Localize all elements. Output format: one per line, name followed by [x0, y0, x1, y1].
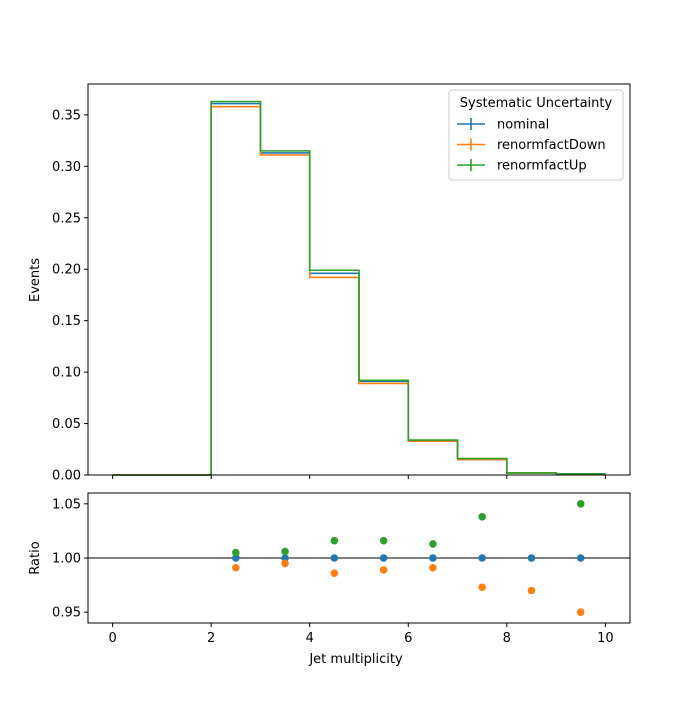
ratio-point-renormfactUp-3	[379, 536, 388, 545]
ratio-points-group	[232, 500, 585, 616]
ratio-y-ticks: 0.95 1.00 1.05	[52, 497, 88, 621]
main-y-tick-label-1: 0.05	[52, 417, 81, 432]
ratio-point-nominal-7	[576, 554, 585, 562]
legend-box	[448, 89, 624, 181]
ratio-point-nominal-3	[379, 554, 388, 562]
main-y-ticks: 0.00 0.05 0.10 0.15 0.20 0.25 0.30 0.35	[52, 108, 88, 484]
ratio-point-nominal-0	[232, 554, 240, 562]
ratio-point-renormfactDown-4	[429, 563, 437, 572]
main-series-group	[112, 100, 606, 476]
ratio-point-nominal-1	[281, 554, 289, 562]
main-x-ticks	[112, 475, 606, 479]
legend-label-nominal: nominal	[497, 118, 549, 133]
main-y-axis-label: Events	[28, 258, 43, 302]
main-y-tick-label-4: 0.20	[52, 263, 81, 278]
ratio-point-renormfactDown-7	[576, 608, 585, 616]
legend-label-renormfactUp: renormfactUp	[497, 159, 587, 174]
ratio-y-axis-label: Ratio	[28, 541, 43, 574]
main-y-tick-label-5: 0.25	[52, 211, 81, 226]
ratio-point-renormfactDown-2	[330, 569, 339, 577]
ratio-point-renormfactDown-0	[232, 563, 240, 572]
ratio-panel: 0.95 1.00 1.05 0 2 4 6 8 10 Ratio Jet multiplic…	[28, 492, 631, 667]
legend-label-renormfactDown: renormfactDown	[497, 138, 606, 153]
ratio-point-renormfactDown-5	[478, 583, 486, 592]
ratio-point-renormfactDown-6	[527, 586, 536, 595]
ratio-point-renormfactUp-1	[281, 547, 289, 556]
x-tick-label-0: 0	[108, 631, 116, 646]
legend-title: Systematic Uncertainty	[460, 96, 613, 111]
main-y-tick-label-6: 0.30	[52, 160, 81, 175]
ratio-y-tick-label-0: 0.95	[52, 606, 81, 621]
main-panel: 0.000.050.100.150.200.250.300.35 Events …	[28, 83, 631, 484]
x-tick-label-1: 2	[207, 631, 215, 646]
ratio-point-nominal-4	[429, 554, 437, 562]
ratio-y-tick-label-2: 1.05	[52, 497, 81, 512]
ratio-point-renormfactUp-0	[232, 548, 240, 557]
ratio-point-renormfactDown-3	[379, 566, 388, 574]
ratio-point-renormfactDown-1	[281, 559, 289, 568]
legend-entries: nominal renormfactDown renormfactUp	[457, 118, 606, 174]
main-y-tick-label-2: 0.10	[52, 366, 81, 381]
ratio-y-tick-label-1: 1.00	[52, 552, 81, 567]
ratio-x-ticks: 0 2 4 6 8 10	[108, 623, 614, 646]
ratio-point-nominal-2	[330, 554, 339, 562]
x-axis-label: Jet multiplicity	[308, 652, 403, 667]
x-tick-label-4: 8	[503, 631, 511, 646]
main-plot-frame	[87, 83, 631, 476]
ratio-point-renormfactUp-7	[576, 500, 585, 508]
x-tick-label-2: 4	[306, 631, 314, 646]
main-y-tick-label-0: 0.00	[52, 469, 81, 484]
ratio-point-nominal-6	[527, 554, 536, 562]
main-y-tick-label-7: 0.35	[52, 108, 81, 123]
x-tick-label-3: 6	[404, 631, 412, 646]
ratio-point-renormfactUp-2	[330, 536, 339, 545]
ratio-point-nominal-5	[478, 554, 486, 562]
series-renormfactUp-step-line	[112, 100, 606, 476]
ratio-point-renormfactUp-5	[478, 513, 486, 521]
ratio-point-renormfactUp-4	[429, 540, 437, 548]
main-y-tick-label-3: 0.15	[52, 314, 81, 329]
x-tick-label-5: 10	[597, 631, 614, 646]
legend: Systematic Uncertainty nominal renormfact…	[448, 89, 624, 181]
